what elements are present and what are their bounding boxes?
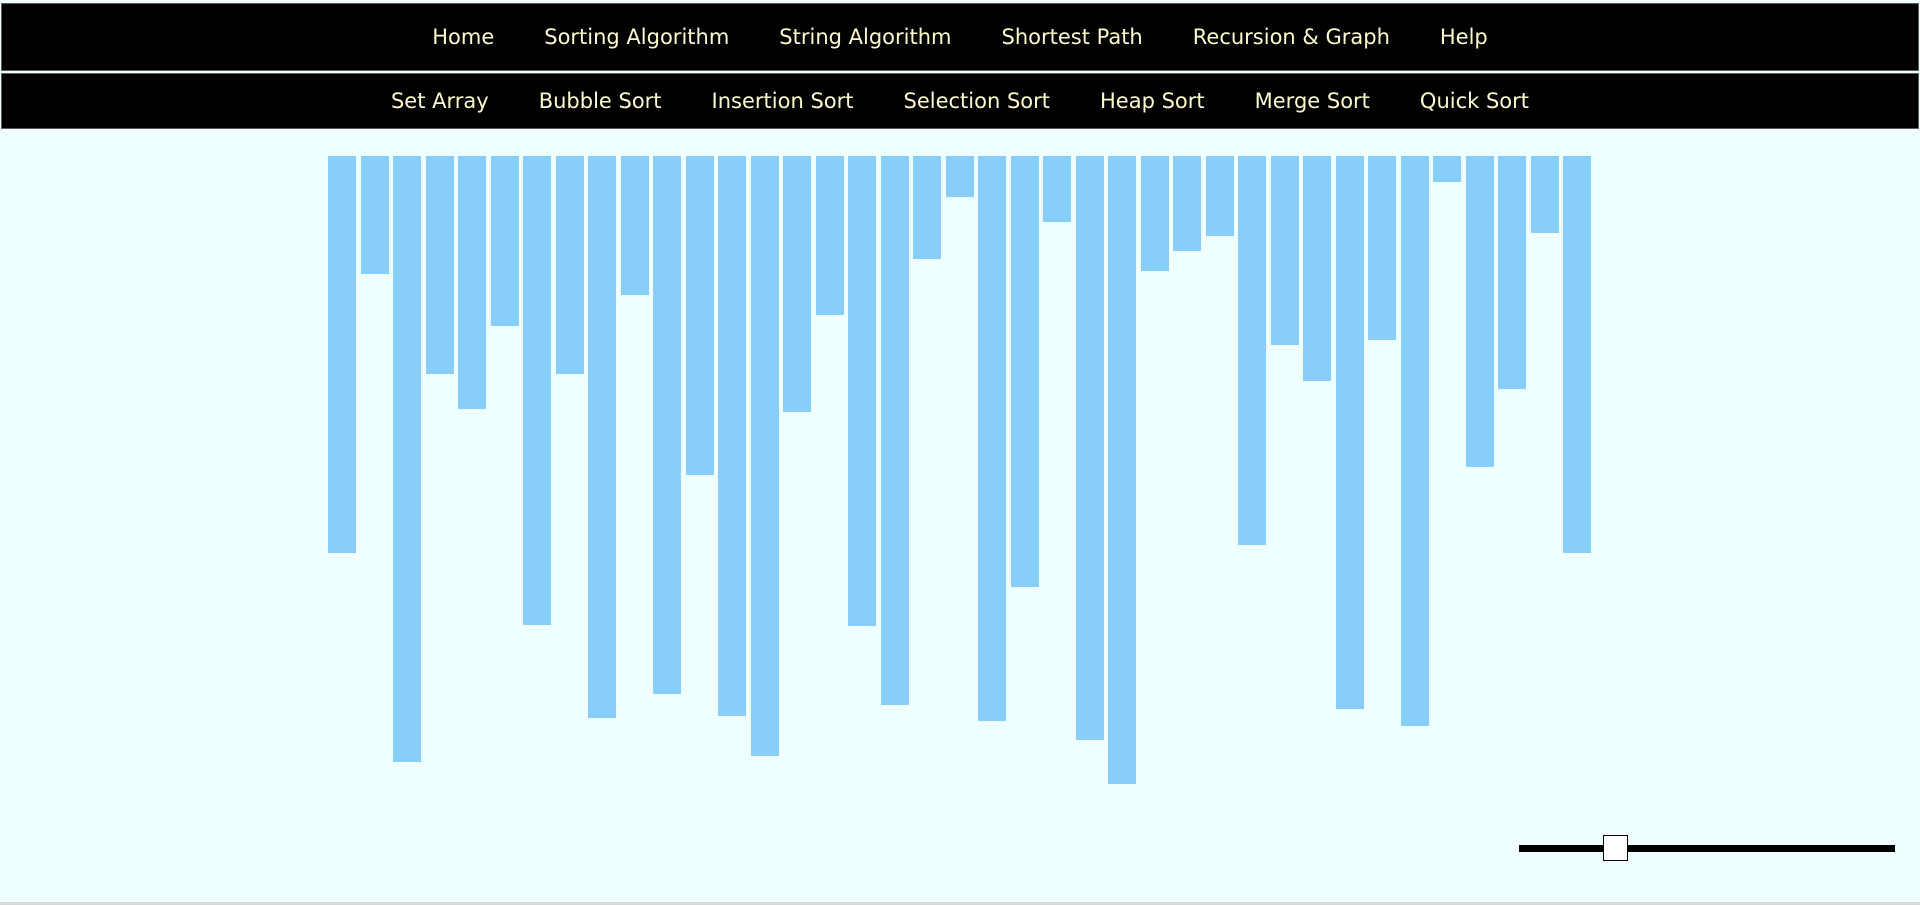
array-bar [750, 156, 779, 756]
array-bar [458, 156, 486, 409]
array-bar [783, 156, 811, 412]
array-bar [1043, 156, 1071, 222]
array-bar [328, 156, 356, 553]
array-bar [1400, 156, 1429, 726]
array-bar [1270, 156, 1299, 345]
array-bar [880, 156, 909, 705]
array-bar [490, 156, 519, 326]
array-bar [1498, 156, 1526, 389]
array-bar [1335, 156, 1364, 709]
nav-string-algorithm[interactable]: String Algorithm [779, 24, 952, 49]
speed-slider[interactable] [1519, 831, 1895, 867]
array-bar [360, 156, 389, 274]
array-bar [1205, 156, 1234, 236]
array-bar [393, 156, 421, 762]
array-bar [1108, 156, 1136, 784]
menu-bubble-sort[interactable]: Bubble Sort [538, 88, 662, 113]
array-bar [1530, 156, 1559, 233]
array-bar [913, 156, 941, 259]
array-bar [1433, 156, 1461, 182]
array-bar [945, 156, 974, 197]
menu-insertion-sort[interactable]: Insertion Sort [711, 88, 854, 113]
nav-recursion-graph[interactable]: Recursion & Graph [1192, 24, 1390, 49]
nav-shortest-path[interactable]: Shortest Path [1001, 24, 1143, 49]
array-bar [555, 156, 584, 374]
array-bar [1140, 156, 1169, 271]
main-nav: Home Sorting Algorithm String Algorithm Sho… [1, 3, 1919, 71]
nav-help[interactable]: Help [1439, 24, 1488, 49]
menu-heap-sort[interactable]: Heap Sort [1100, 88, 1205, 113]
array-bar [1368, 156, 1396, 340]
nav-home[interactable]: Home [432, 24, 495, 49]
array-bar [1465, 156, 1494, 467]
menu-set-array[interactable]: Set Array [390, 88, 489, 113]
array-bar [1303, 156, 1331, 381]
array-bar [1238, 156, 1266, 545]
array-bar [815, 156, 844, 315]
sorting-submenu: Set Array Bubble Sort Insertion Sort Select… [1, 73, 1919, 129]
array-bar [978, 156, 1006, 721]
array-bar [1173, 156, 1201, 251]
array-bar [1010, 156, 1039, 587]
bottom-divider [0, 902, 1920, 905]
array-bar [653, 156, 681, 694]
array-bar [588, 156, 616, 718]
array-bar [523, 156, 551, 625]
array-bar [425, 156, 454, 374]
array-bar [620, 156, 649, 295]
slider-thumb[interactable] [1603, 835, 1629, 861]
array-bar [718, 156, 746, 716]
array-bar [848, 156, 876, 626]
array-bar [685, 156, 714, 475]
nav-sorting-algorithm[interactable]: Sorting Algorithm [544, 24, 730, 49]
array-bar [1563, 156, 1591, 553]
menu-quick-sort[interactable]: Quick Sort [1419, 88, 1530, 113]
menu-merge-sort[interactable]: Merge Sort [1254, 88, 1370, 113]
slider-track[interactable] [1519, 845, 1895, 852]
array-bar [1075, 156, 1104, 740]
menu-selection-sort[interactable]: Selection Sort [903, 88, 1051, 113]
